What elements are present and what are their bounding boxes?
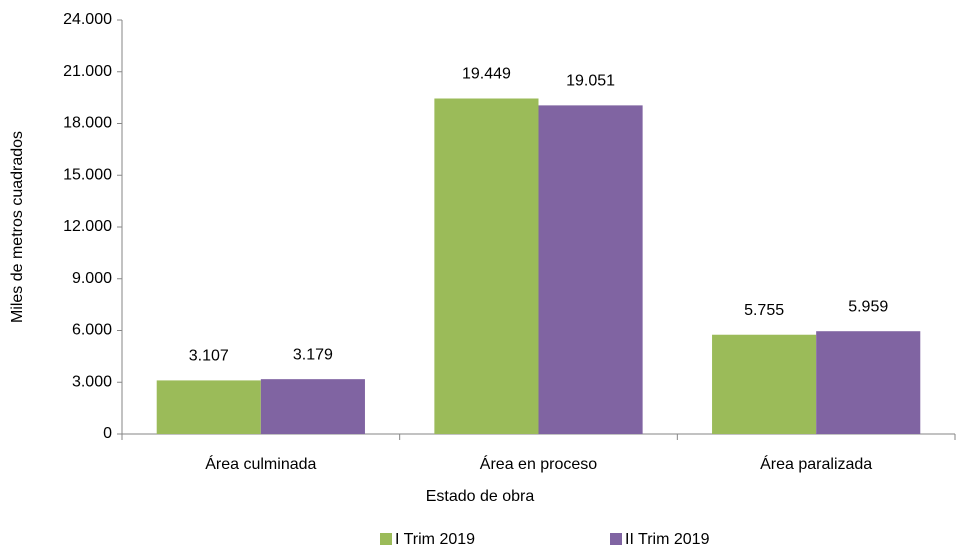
value-label: 19.449: [462, 66, 511, 83]
legend-swatch: [610, 533, 622, 545]
value-label: 3.107: [189, 348, 229, 365]
y-tick-label: 21.000: [63, 63, 112, 80]
value-label: 5.755: [744, 302, 784, 319]
bar: [712, 334, 817, 434]
y-tick-label: 3.000: [72, 373, 112, 390]
value-label: 19.051: [566, 73, 615, 90]
bar: [260, 379, 365, 434]
y-tick-label: 12.000: [63, 218, 112, 235]
value-label: 5.959: [848, 298, 888, 315]
y-tick-label: 15.000: [63, 166, 112, 183]
value-label: 3.179: [293, 346, 333, 363]
x-tick-label: Área culminada: [205, 454, 316, 473]
bar: [156, 380, 261, 434]
legend-label: I Trim 2019: [395, 531, 475, 548]
y-tick-label: 18.000: [63, 115, 112, 132]
x-axis-title: Estado de obra: [426, 488, 535, 505]
x-tick-label: Área paralizada: [760, 454, 872, 473]
y-axis-title: Miles de metros cuadrados: [9, 131, 26, 323]
bar: [816, 331, 921, 434]
y-tick-label: 24.000: [63, 11, 112, 28]
legend-label: II Trim 2019: [625, 531, 710, 548]
x-tick-label: Área en proceso: [480, 454, 598, 473]
y-tick-label: 9.000: [72, 270, 112, 287]
y-tick-label: 6.000: [72, 322, 112, 339]
legend-swatch: [380, 533, 392, 545]
y-tick-label: 0: [103, 425, 112, 442]
bar: [434, 98, 539, 434]
bar: [538, 105, 643, 435]
